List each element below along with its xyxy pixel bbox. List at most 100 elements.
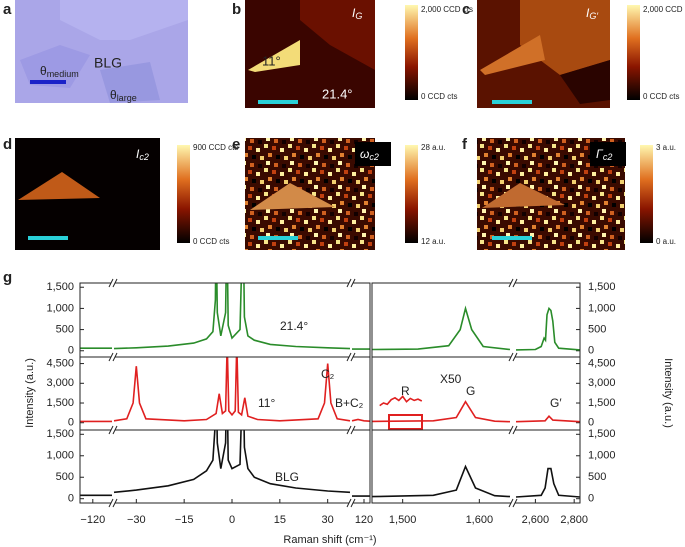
panel-d-image [15,138,160,250]
subscript: G′ [589,11,598,21]
spectrum-line [371,464,511,498]
y2-tick-label: 0 [588,345,594,357]
y-tick-label: 3,000 [46,377,74,389]
plot-frame [79,282,371,504]
axis-break [346,498,352,508]
symbol: Γ [596,147,604,161]
colorbar-min: 12 a.u. [421,237,445,246]
colorbar-min: 0 CCD cts [643,92,679,101]
colorbar-min: 0 a.u. [656,237,676,246]
colorbar-max: 2,000 CCD cts [643,5,685,14]
y-tick-label: 500 [56,471,74,483]
y-tick-label: 1,500 [46,397,74,409]
y2-axis-label: Intensity (a.u.) [662,358,674,428]
y-tick-label: 4,500 [46,357,74,369]
spectrum-line [113,357,351,422]
plot-frame [371,282,581,504]
y2-tick-label: 1,000 [588,450,616,462]
axis-break-gap [111,280,115,286]
spectrum-line [515,306,580,351]
annotation: C₂ [321,367,335,381]
y2-tick-label: 4,500 [588,357,616,369]
y-tick-label: 500 [56,323,74,335]
quantity-label: Γc2 [596,147,612,162]
axis-break [346,278,352,288]
axis-break-gap [111,427,115,433]
axis-break [108,425,114,435]
panel-label: e [232,136,240,153]
annotation: 21.4° [280,319,308,333]
x-tick-label: −15 [175,514,194,526]
axis-break [512,425,518,435]
panel-label: c [462,1,470,18]
colorbar [627,5,640,100]
axis-break [508,352,514,362]
axis-break [108,278,114,288]
axis-break [508,425,514,435]
panel-c-image [477,0,610,108]
axis-break-gap [511,280,515,286]
colorbar [640,145,653,243]
colorbar [405,5,418,100]
y-tick-label: 0 [68,417,74,429]
subscript: c2 [369,152,379,162]
panel-f-image [477,138,626,250]
panel-e-image [245,138,391,250]
y2-tick-label: 1,500 [588,281,616,293]
axis-break [508,278,514,288]
subscript: c2 [603,152,613,162]
x-tick-label: −30 [127,514,146,526]
panel-label: a [3,1,12,18]
spectrum-line [371,305,511,351]
x-tick-label: 1,500 [389,514,417,526]
axis-break-gap [349,280,353,286]
y2-tick-label: 0 [588,417,594,429]
spectrum-line [113,283,351,350]
axis-break [350,425,356,435]
colorbar-min: 0 CCD cts [421,92,457,101]
colorbar [177,145,190,243]
axis-break [512,278,518,288]
axis-break-gap [349,427,353,433]
panel-label: d [3,136,12,153]
y2-tick-label: 1,000 [588,302,616,314]
annotation: G′ [550,396,562,410]
x-tick-label: 15 [274,514,286,526]
y2-tick-label: 3,000 [588,377,616,389]
spectrum-line [515,467,580,498]
quantity-label: Ic2 [136,147,149,162]
x-tick-label: 120 [355,514,373,526]
axis-break [108,352,114,362]
x-tick-label: −120 [80,514,105,526]
colorbar-max: 2,000 CCD cts [421,5,473,14]
panel-label: f [462,136,468,153]
axis-break-gap [111,354,115,360]
axis-break [112,425,118,435]
y-tick-label: 1,000 [46,450,74,462]
axis-break [346,425,352,435]
colorbar-max: 3 a.u. [656,143,676,152]
axis-break-gap [511,427,515,433]
panel-label: g [3,269,12,286]
x-axis-label: Raman shift (cm⁻¹) [283,534,376,546]
quantity-label: ωc2 [360,147,379,162]
y2-tick-label: 0 [588,493,594,505]
symbol: I [586,6,590,20]
annotation: 11° [258,396,275,410]
symbol: θ [110,88,117,102]
axis-break [112,352,118,362]
y2-tick-label: 1,500 [588,397,616,409]
y2-tick-label: 500 [588,323,606,335]
symbol: I [136,147,140,161]
axis-break [350,278,356,288]
annotation: X50 [440,372,462,386]
zoom-box [388,414,423,430]
y-tick-label: 1,500 [46,281,74,293]
annotation: BLG [275,470,299,484]
subscript: large [117,93,137,103]
y2-tick-label: 1,500 [588,428,616,440]
panel-a-image [15,0,188,103]
y-tick-label: 1,000 [46,302,74,314]
annotation: B+C₂ [335,396,364,410]
